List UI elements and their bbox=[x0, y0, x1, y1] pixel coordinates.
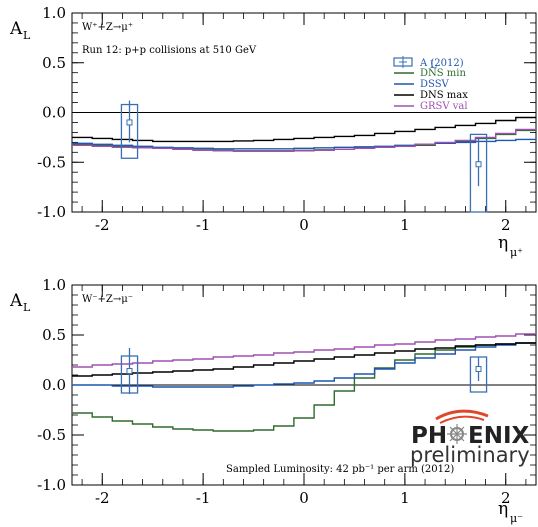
series-dns-max bbox=[72, 116, 536, 143]
bottom-xlabel-sub: μ⁻ bbox=[510, 512, 523, 525]
y-tick-label: -1.0 bbox=[37, 476, 66, 494]
legend-entry-dssv: DSSV bbox=[394, 79, 450, 90]
legend-entry-data: A (2012) L bbox=[393, 56, 464, 71]
x-tick-label: -1 bbox=[196, 216, 211, 234]
logo-text-left: PH bbox=[411, 423, 447, 449]
bottom-xlabel: η bbox=[498, 499, 508, 519]
legend-entry-grsv-val: GRSV val bbox=[394, 101, 468, 112]
logo-text-right: ENIX bbox=[468, 423, 530, 449]
top-xlabel: η bbox=[498, 233, 508, 253]
y-tick-label: 0.5 bbox=[42, 54, 66, 72]
panel-bottom: 1.0 0.5 0.0 -0.5 -1.0 -2 -1 0 1 2 bbox=[37, 276, 537, 507]
y-tick-label: 1.0 bbox=[42, 4, 66, 22]
bottom-process-label: W⁻+Z→μ⁻ bbox=[82, 294, 133, 305]
legend: A (2012) L DNS min DSSV DNS max GRSV val bbox=[393, 56, 468, 112]
series-dssv bbox=[72, 342, 536, 388]
data-marker bbox=[126, 119, 133, 126]
top-x-axis-title: η μ⁺ bbox=[498, 233, 523, 259]
x-tick-label: 2 bbox=[501, 489, 511, 507]
legend-entry-dns-max: DNS max bbox=[394, 90, 468, 101]
legend-label-grsv-val: GRSV val bbox=[420, 101, 468, 112]
y-tick-label: 0.0 bbox=[42, 104, 66, 122]
top-ylabel-sub: L bbox=[23, 29, 31, 42]
x-tick-label: 1 bbox=[400, 489, 410, 507]
top-y-axis-title: A L bbox=[9, 19, 31, 42]
legend-label-dns-min: DNS min bbox=[420, 68, 466, 79]
legend-label-dns-max: DNS max bbox=[420, 90, 468, 101]
bottom-ylabel: A bbox=[9, 291, 23, 311]
top-ylabel: A bbox=[9, 19, 23, 39]
x-tick-label: 0 bbox=[299, 489, 309, 507]
phenix-logo: PH ENIX preliminary bbox=[410, 409, 530, 467]
bottom-y-axis-title: A L bbox=[9, 291, 31, 314]
bottom-ylabel-sub: L bbox=[23, 301, 31, 314]
data-point bbox=[120, 348, 139, 394]
data-marker bbox=[126, 368, 133, 374]
data-marker bbox=[475, 366, 482, 372]
x-tick-label: -1 bbox=[196, 489, 211, 507]
top-xlabel-sub: μ⁺ bbox=[510, 246, 523, 259]
series-dns-max bbox=[72, 342, 536, 377]
x-tick-label: -2 bbox=[95, 216, 110, 234]
legend-label-dssv: DSSV bbox=[420, 79, 450, 90]
data-point bbox=[469, 133, 488, 213]
systematic-box bbox=[469, 133, 488, 213]
legend-label-data: A (2012) bbox=[419, 58, 464, 69]
top-run-note: Run 12: p+p collisions at 510 GeV bbox=[82, 45, 257, 56]
x-tick-label: -2 bbox=[95, 489, 110, 507]
y-tick-label: 1.0 bbox=[42, 276, 66, 294]
panel-top: 1.0 0.5 0.0 -0.5 -1.0 -2 -1 0 1 2 bbox=[37, 4, 537, 234]
y-tick-label: -0.5 bbox=[37, 153, 66, 171]
y-tick-label: -0.5 bbox=[37, 426, 66, 444]
top-process-label: W⁺+Z→μ⁺ bbox=[82, 22, 133, 33]
bottom-x-axis-title: η μ⁻ bbox=[498, 499, 523, 525]
y-tick-label: 0.0 bbox=[42, 376, 66, 394]
y-tick-label: 0.5 bbox=[42, 326, 66, 344]
x-tick-label: 2 bbox=[501, 216, 511, 234]
series-dns-min bbox=[72, 342, 536, 432]
bottom-luminosity-note: Sampled Luminosity: 42 pb⁻¹ per arm (201… bbox=[226, 464, 454, 475]
series-grsv-val bbox=[72, 128, 536, 152]
legend-label-data-sub: L bbox=[430, 60, 437, 71]
logo-subtitle: preliminary bbox=[410, 443, 530, 467]
data-point bbox=[120, 100, 139, 159]
x-tick-label: 0 bbox=[299, 216, 309, 234]
legend-entry-dns-min: DNS min bbox=[394, 68, 466, 79]
data-marker bbox=[475, 161, 482, 168]
phoenix-emblem-icon bbox=[435, 409, 489, 444]
data-point bbox=[469, 356, 488, 393]
series-grsv-val bbox=[72, 333, 536, 368]
x-tick-label: 1 bbox=[400, 216, 410, 234]
y-tick-label: -1.0 bbox=[37, 203, 66, 221]
